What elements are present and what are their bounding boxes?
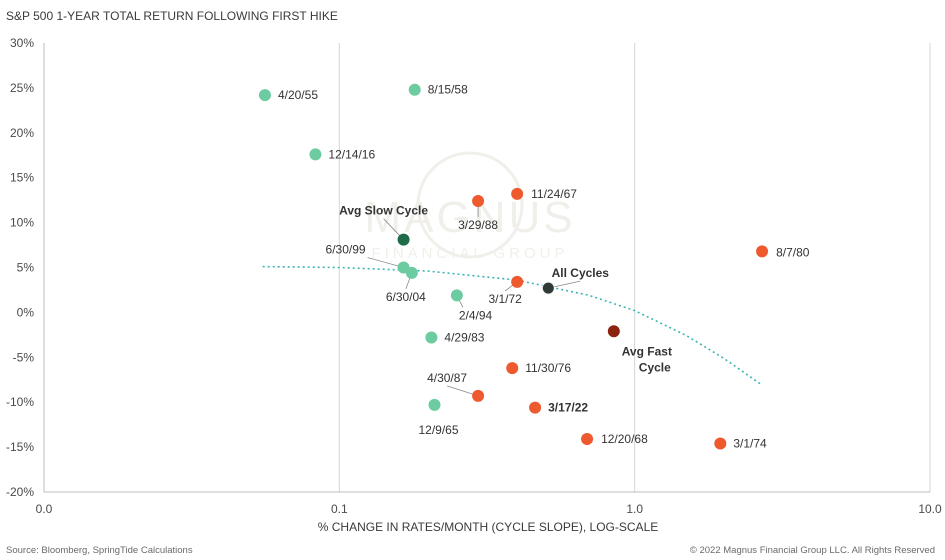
y-tick-label: -5%	[13, 350, 35, 364]
data-point	[258, 89, 271, 102]
point-label: 4/30/87	[427, 371, 467, 385]
data-point	[511, 275, 524, 288]
data-points	[258, 83, 769, 450]
data-point	[397, 233, 410, 246]
point-label: 12/9/65	[418, 423, 458, 437]
data-point	[405, 266, 418, 279]
point-label: 4/20/55	[278, 88, 318, 102]
data-point	[309, 148, 322, 161]
source-note: Source: Bloomberg, SpringTide Calculatio…	[6, 545, 193, 556]
y-tick-label: -20%	[6, 485, 34, 499]
point-label: 4/29/83	[444, 331, 484, 345]
x-tick-label: 0.1	[331, 502, 348, 516]
point-labels: 4/20/55 8/15/58 12/14/16 6/30/99 6/30/04 2/4/…	[278, 83, 810, 451]
data-point	[408, 83, 421, 96]
y-tick-label: 30%	[10, 36, 34, 50]
y-tick-label: 5%	[17, 261, 35, 275]
point-label: 8/7/80	[776, 245, 810, 259]
point-label-line: Avg Fast	[622, 344, 672, 358]
y-tick-label: 10%	[10, 216, 34, 230]
data-point	[428, 398, 441, 411]
y-tick-label: 20%	[10, 126, 34, 140]
point-label: 3/29/88	[458, 218, 498, 232]
y-tick-label: 0%	[17, 305, 35, 319]
data-point	[581, 433, 594, 446]
data-point	[472, 389, 485, 402]
point-label: 11/30/76	[525, 361, 571, 375]
data-point	[450, 289, 463, 302]
point-label: 2/4/94	[459, 308, 493, 322]
trendline-path	[262, 265, 763, 386]
data-point	[425, 331, 438, 344]
watermark-text-line1: MAGNUS	[364, 193, 575, 242]
y-tick-label: 15%	[10, 171, 34, 185]
data-point	[506, 362, 519, 375]
data-point	[714, 437, 727, 450]
point-label: 12/20/68	[601, 432, 648, 446]
point-label: 6/30/04	[386, 290, 426, 304]
point-label: 3/1/74	[733, 437, 767, 451]
x-axis-label: % CHANGE IN RATES/MONTH (CYCLE SLOPE), L…	[318, 520, 659, 534]
chart-title: S&P 500 1-YEAR TOTAL RETURN FOLLOWING FI…	[6, 9, 338, 23]
y-tick-label: -10%	[6, 395, 34, 409]
point-label-line: Cycle	[639, 360, 671, 374]
axes: 0.0 0.1 1.0 10.0 30% 25% 20% 15% 10% 5% 0% -5% -10% -…	[6, 36, 942, 516]
data-point	[756, 245, 769, 258]
point-label: 8/15/58	[428, 83, 468, 97]
watermark-logo: MAGNUS FINANCIAL GROUP	[364, 151, 575, 262]
point-label: All Cycles	[552, 266, 610, 280]
point-label: 3/17/22	[548, 401, 588, 415]
copyright-note: © 2022 Magnus Financial Group LLC. All R…	[689, 545, 935, 556]
point-label: 12/14/16	[328, 147, 375, 161]
x-tick-label: 0.0	[36, 502, 53, 516]
label-leader-line	[367, 257, 404, 268]
data-point	[541, 281, 555, 295]
y-tick-label: 25%	[10, 81, 34, 95]
y-tick-label: -15%	[6, 440, 34, 454]
point-label: 11/24/67	[531, 187, 577, 201]
point-label: 3/1/72	[488, 292, 522, 306]
data-point	[472, 195, 485, 208]
trendline	[262, 265, 763, 386]
x-tick-label: 1.0	[626, 502, 643, 516]
point-label: Avg Slow Cycle	[339, 204, 428, 218]
point-label: 6/30/99	[326, 243, 366, 257]
x-tick-label: 10.0	[918, 502, 942, 516]
data-point	[607, 325, 620, 338]
data-point	[511, 187, 524, 200]
data-point	[529, 401, 542, 414]
watermark-text-line2: FINANCIAL GROUP	[372, 245, 569, 262]
